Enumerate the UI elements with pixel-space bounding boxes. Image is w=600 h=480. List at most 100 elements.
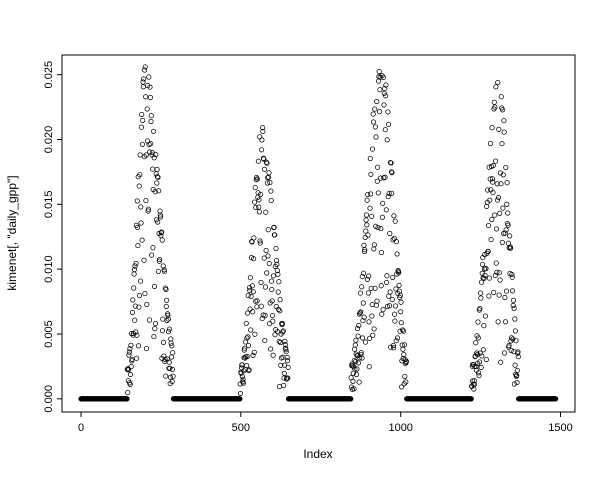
- data-point: [505, 222, 511, 228]
- data-point: [353, 359, 359, 365]
- data-point: [136, 304, 142, 310]
- data-point: [512, 362, 518, 368]
- data-point: [360, 300, 366, 306]
- data-point: [401, 352, 407, 358]
- data-point: [264, 160, 270, 166]
- data-point: [267, 179, 273, 186]
- data-point: [257, 240, 263, 246]
- data-point: [368, 191, 374, 197]
- data-point: [492, 104, 498, 110]
- data-point: [167, 365, 173, 371]
- y-tick-label: 0.020: [43, 126, 55, 154]
- data-point: [362, 234, 368, 240]
- data-point: [160, 316, 166, 322]
- data-point: [264, 270, 270, 276]
- data-point: [170, 373, 176, 379]
- data-point: [143, 94, 149, 100]
- data-point: [486, 223, 492, 229]
- data-point: [147, 84, 153, 90]
- data-point: [358, 309, 364, 315]
- data-point: [359, 284, 365, 290]
- data-point: [275, 271, 281, 277]
- data-point: [150, 245, 156, 251]
- data-point: [249, 239, 255, 245]
- data-point: [394, 251, 400, 257]
- data-point: [268, 278, 275, 284]
- data-point: [392, 318, 398, 324]
- data-point: [251, 235, 257, 241]
- data-point: [160, 339, 167, 345]
- data-point: [403, 358, 409, 364]
- data-point: [247, 288, 253, 294]
- axis-ticks: 0 500 1000 1500 0.000 0.005 0.010 0.015 0.020 0.0…: [43, 61, 573, 434]
- data-point: [249, 283, 255, 289]
- data-point: [137, 152, 143, 158]
- data-point: [509, 274, 515, 280]
- data-point: [486, 293, 492, 299]
- data-point: [151, 334, 157, 340]
- data-point: [364, 276, 370, 282]
- data-point: [397, 292, 403, 298]
- data-point: [147, 94, 153, 101]
- data-point: [494, 181, 500, 187]
- data-point: [393, 239, 400, 245]
- data-point: [474, 351, 480, 357]
- data-point: [276, 383, 283, 390]
- data-point: [127, 371, 134, 377]
- data-point: [492, 272, 498, 278]
- data-point: [353, 351, 359, 357]
- data-point: [282, 342, 288, 348]
- data-point: [273, 303, 279, 310]
- data-point: [389, 170, 395, 176]
- data-point: [277, 339, 284, 346]
- data-point: [501, 118, 507, 124]
- data-point: [283, 347, 289, 353]
- data-point: [398, 309, 404, 315]
- data-point: [359, 355, 365, 361]
- data-point: [495, 195, 502, 201]
- data-point: [155, 174, 161, 180]
- data-point: [159, 237, 165, 243]
- data-point: [380, 200, 386, 206]
- data-point: [164, 297, 170, 303]
- data-point: [468, 396, 474, 402]
- data-point: [274, 261, 280, 267]
- data-point: [483, 266, 489, 272]
- data-point: [133, 329, 139, 335]
- data-point: [382, 86, 388, 92]
- data-point: [378, 226, 384, 232]
- data-point: [164, 317, 170, 323]
- data-point: [145, 208, 151, 214]
- data-point: [148, 141, 154, 147]
- data-point: [270, 318, 276, 324]
- data-point: [253, 177, 259, 183]
- data-point: [492, 212, 498, 218]
- data-point: [512, 328, 518, 334]
- data-point: [394, 335, 401, 341]
- data-point: [384, 279, 390, 285]
- data-point: [494, 197, 501, 203]
- data-point: [361, 242, 367, 248]
- data-point: [277, 297, 283, 303]
- data-point: [145, 206, 151, 212]
- y-tick-label: 0.025: [43, 61, 55, 89]
- data-point: [265, 227, 271, 233]
- y-tick-label: 0.010: [43, 255, 55, 283]
- data-point: [502, 319, 509, 325]
- data-point: [486, 275, 493, 281]
- data-point: [264, 180, 270, 186]
- data-point: [148, 113, 154, 119]
- data-point: [131, 271, 137, 277]
- data-point: [392, 311, 398, 317]
- data-point: [156, 258, 162, 264]
- data-point: [503, 164, 509, 170]
- data-point: [244, 363, 250, 369]
- data-point: [369, 146, 376, 152]
- data-point: [375, 164, 381, 170]
- data-point: [152, 320, 159, 327]
- data-point: [134, 332, 140, 338]
- data-point: [256, 197, 262, 203]
- plot-area-border: [61, 54, 576, 413]
- data-point: [376, 69, 382, 75]
